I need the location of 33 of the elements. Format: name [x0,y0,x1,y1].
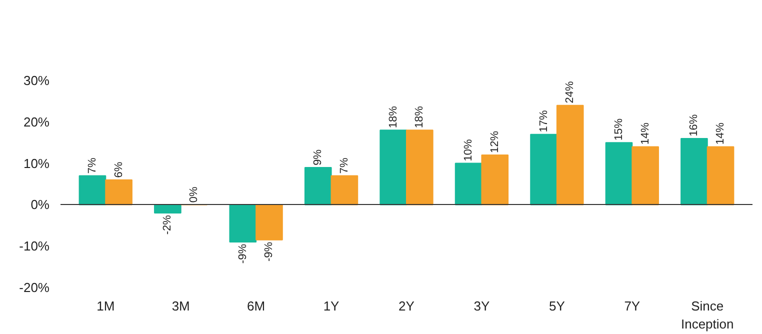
data-label: 14% [639,122,652,145]
x-tick-label: 3Y [474,298,490,314]
data-label: -9% [263,242,276,262]
data-label: 18% [414,106,426,128]
data-label: 7% [86,158,98,174]
x-tick-label: 1Y [323,298,340,314]
data-label: 12% [488,130,501,153]
y-tick-label: 0% [30,197,50,212]
x-tick-label: 1M [96,298,115,314]
y-tick-label: -10% [19,238,50,254]
y-tick-label: 20% [23,114,50,130]
data-label: -9% [236,244,249,264]
x-tick-label: Since Inception [680,298,734,332]
y-tick-label: 10% [23,156,50,171]
y-tick-label: 30% [23,73,50,88]
x-tick-label: 2Y [398,298,415,314]
data-label: 6% [112,162,125,178]
x-tick-label: 7Y [624,298,640,314]
data-label: 18% [387,106,400,128]
x-tick-label: 6M [247,298,266,314]
data-label: 0% [188,186,200,203]
data-label: 9% [312,149,324,166]
data-label: 17% [538,110,550,132]
data-label: 7% [338,158,350,174]
data-label: -2% [162,214,174,235]
data-label: 16% [688,114,700,136]
data-label: 10% [462,138,475,162]
data-label: 24% [564,81,576,104]
x-tick-label: 5Y [548,298,566,314]
data-label: 14% [714,122,727,145]
data-label: 15% [612,118,625,141]
y-tick-label: -20% [19,280,50,295]
x-tick-label: 3M [172,298,190,314]
